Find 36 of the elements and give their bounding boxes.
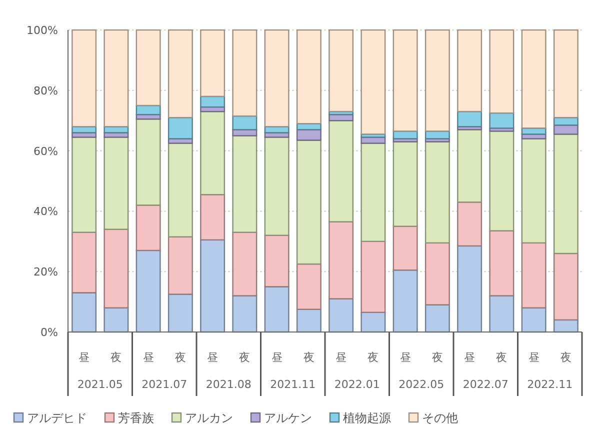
x-tick-label: 昼 bbox=[78, 351, 90, 364]
legend-label: 芳香族 bbox=[118, 411, 154, 425]
text: 2021.11 bbox=[270, 378, 316, 391]
x-tick-label: 夜 bbox=[174, 351, 186, 364]
x-tick-label: 夜 bbox=[368, 351, 379, 364]
legend-label: 植物起源 bbox=[343, 411, 391, 425]
text: 2022.07 bbox=[462, 378, 508, 391]
x-tick-label: 昼 bbox=[464, 351, 476, 364]
x-tick-label: 昼 bbox=[207, 351, 218, 364]
legend-label: アルカン bbox=[185, 411, 233, 425]
text: 2022.01 bbox=[334, 378, 380, 391]
x-tick-label: 夜 bbox=[432, 351, 443, 364]
y-tick-label: 0% bbox=[40, 326, 58, 339]
legend-label: アルデヒド bbox=[27, 411, 87, 425]
x-tick-label: 昼 bbox=[400, 351, 411, 364]
y-tick-label: 100% bbox=[26, 24, 58, 37]
x-tick-label: 夜 bbox=[303, 351, 314, 364]
text: 2021.07 bbox=[142, 378, 188, 391]
legend-label: その他 bbox=[422, 411, 458, 425]
x-tick-label: 昼 bbox=[336, 351, 347, 364]
x-tick-label: 夜 bbox=[239, 351, 250, 364]
x-tick-label: 夜 bbox=[110, 351, 122, 364]
text: 2022.05 bbox=[398, 378, 444, 391]
x-tick-label: 昼 bbox=[528, 351, 540, 364]
x-tick-label: 昼 bbox=[271, 351, 282, 364]
y-tick-label: 20% bbox=[34, 266, 58, 279]
x-tick-label: 昼 bbox=[142, 351, 154, 364]
x-tick-label: 夜 bbox=[560, 351, 572, 364]
x-tick-label: 夜 bbox=[496, 351, 508, 364]
y-tick-label: 60% bbox=[34, 144, 58, 158]
text: 2021.08 bbox=[206, 378, 252, 391]
text: 2022.11 bbox=[527, 378, 573, 391]
text: 2021.05 bbox=[77, 378, 123, 391]
y-tick-label: 80% bbox=[34, 84, 58, 98]
legend-label: アルケン bbox=[264, 411, 312, 425]
y-tick-label: 40% bbox=[34, 205, 58, 218]
